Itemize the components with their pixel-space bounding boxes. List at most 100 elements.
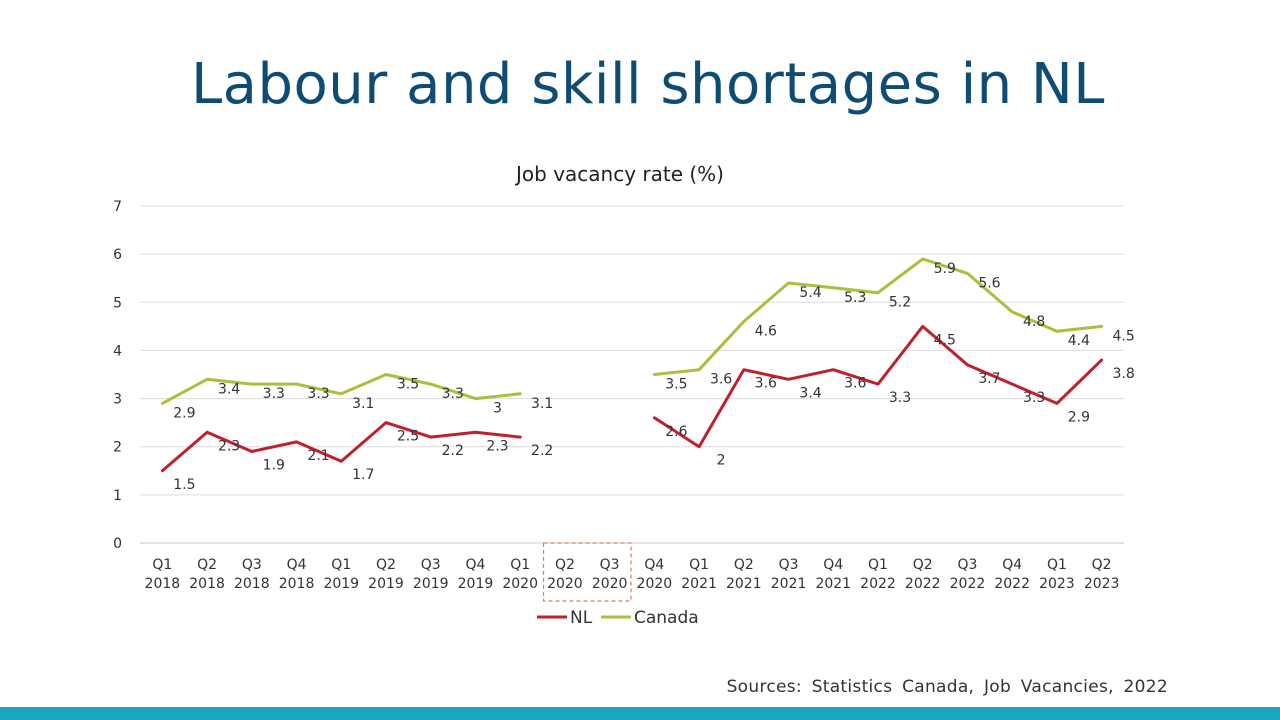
x-tick-label-year: 2022 xyxy=(860,576,896,592)
data-label-nl: 2.2 xyxy=(531,443,553,459)
data-label-canada: 3.5 xyxy=(397,377,419,393)
gridlines xyxy=(140,205,1124,544)
data-label-nl: 3.6 xyxy=(755,376,777,392)
x-tick-label-year: 2022 xyxy=(950,576,986,592)
data-label-nl: 3.4 xyxy=(799,385,821,401)
series-line-canada xyxy=(652,257,1104,376)
series-line-nl xyxy=(160,421,522,473)
gap-highlight xyxy=(542,542,632,602)
data-label-canada: 3.1 xyxy=(531,396,553,412)
data-label-nl: 1.5 xyxy=(173,477,195,493)
x-tick-label-year: 2022 xyxy=(994,576,1030,592)
bottom-accent-bar xyxy=(0,707,1280,720)
source-note: Sources: Statistics Canada, Job Vacancie… xyxy=(726,677,1168,697)
data-label-nl: 3.7 xyxy=(978,371,1000,387)
x-tick-label-year: 2021 xyxy=(681,576,717,592)
gap-highlight-box xyxy=(542,542,632,602)
y-tick-label: 2 xyxy=(113,440,122,456)
x-tick-label-quarter: Q3 xyxy=(957,557,977,573)
data-label-nl: 2.9 xyxy=(1068,409,1090,425)
x-tick-label-year: 2020 xyxy=(547,576,583,592)
y-tick-label: 6 xyxy=(113,247,122,263)
x-tick-label-year: 2019 xyxy=(368,576,404,592)
data-label-nl: 3.3 xyxy=(889,390,911,406)
x-tick-label-quarter: Q3 xyxy=(242,557,262,573)
x-tick-label-quarter: Q2 xyxy=(376,557,396,573)
x-tick-label-quarter: Q4 xyxy=(465,557,485,573)
legend: NL Canada xyxy=(537,608,699,628)
legend-label-nl: NL xyxy=(570,608,593,628)
data-label-canada: 3.4 xyxy=(218,381,240,397)
x-tick-label-year: 2020 xyxy=(637,576,673,592)
data-label-canada: 3.3 xyxy=(442,386,464,402)
legend-label-canada: Canada xyxy=(634,608,699,628)
x-tick-label-year: 2018 xyxy=(234,576,270,592)
data-label-nl: 1.9 xyxy=(263,458,285,474)
data-label-canada: 4.6 xyxy=(755,324,777,340)
data-label-canada: 4.5 xyxy=(1113,328,1135,344)
data-label-nl: 3.3 xyxy=(1023,390,1045,406)
x-tick-label-year: 2019 xyxy=(458,576,494,592)
x-tick-label-quarter: Q4 xyxy=(1002,557,1022,573)
data-label-canada: 5.6 xyxy=(978,275,1000,291)
data-label-canada: 4.4 xyxy=(1068,333,1090,349)
y-tick-label: 0 xyxy=(113,536,122,552)
x-tick-label-quarter: Q1 xyxy=(868,557,888,573)
x-tick-label-quarter: Q3 xyxy=(779,557,799,573)
data-label-nl: 2 xyxy=(717,453,726,469)
x-tick-label-quarter: Q2 xyxy=(555,557,575,573)
data-label-nl: 4.5 xyxy=(934,332,956,348)
x-tick-label-year: 2021 xyxy=(815,576,851,592)
x-tick-label-year: 2022 xyxy=(905,576,941,592)
data-label-nl: 2.5 xyxy=(397,429,419,445)
data-label-canada: 2.9 xyxy=(173,405,195,421)
series-line-nl xyxy=(652,324,1104,449)
y-axis-ticks: 0 1 2 3 4 5 6 7 xyxy=(113,199,122,552)
data-label-canada: 5.4 xyxy=(799,285,821,301)
x-tick-label-quarter: Q1 xyxy=(510,557,530,573)
x-tick-label-year: 2019 xyxy=(323,576,359,592)
data-label-nl: 2.6 xyxy=(665,424,687,440)
data-label-canada: 3.6 xyxy=(710,372,732,388)
y-tick-label: 5 xyxy=(113,295,122,311)
series-line-canada xyxy=(160,373,522,405)
x-tick-label-quarter: Q4 xyxy=(644,557,664,573)
data-label-canada: 5.9 xyxy=(934,261,956,277)
x-tick-label-year: 2023 xyxy=(1084,576,1120,592)
data-label-nl: 2.2 xyxy=(442,443,464,459)
x-tick-label-year: 2018 xyxy=(145,576,181,592)
y-tick-label: 7 xyxy=(113,199,122,215)
x-tick-label-quarter: Q2 xyxy=(734,557,754,573)
data-label-canada: 3.3 xyxy=(263,386,285,402)
y-tick-label: 1 xyxy=(113,488,122,504)
x-tick-label-year: 2018 xyxy=(279,576,315,592)
x-tick-label-quarter: Q1 xyxy=(1047,557,1067,573)
data-label-nl: 3.8 xyxy=(1113,366,1135,382)
x-tick-label-year: 2020 xyxy=(592,576,628,592)
y-tick-label: 3 xyxy=(113,392,122,408)
slide-title: Labour and skill shortages in NL xyxy=(190,52,1106,117)
y-tick-label: 4 xyxy=(113,343,122,359)
x-tick-label-quarter: Q4 xyxy=(287,557,307,573)
data-label-nl: 2.3 xyxy=(218,438,240,454)
x-tick-label-quarter: Q1 xyxy=(152,557,172,573)
data-label-nl: 1.7 xyxy=(352,467,374,483)
x-tick-label-quarter: Q3 xyxy=(421,557,441,573)
data-label-canada: 5.2 xyxy=(889,295,911,311)
data-label-canada: 3 xyxy=(493,401,502,417)
x-tick-label-quarter: Q2 xyxy=(1092,557,1112,573)
data-label-canada: 5.3 xyxy=(844,290,866,306)
x-tick-label-quarter: Q1 xyxy=(331,557,351,573)
x-tick-label-year: 2019 xyxy=(413,576,449,592)
x-tick-label-quarter: Q2 xyxy=(913,557,933,573)
x-tick-label-year: 2020 xyxy=(502,576,538,592)
x-tick-label-quarter: Q1 xyxy=(689,557,709,573)
data-label-canada: 3.5 xyxy=(665,377,687,393)
x-tick-label-year: 2018 xyxy=(189,576,225,592)
data-labels: 1.5 2.3 1.9 2.1 1.7 2.5 2.2 2.3 2.2 2.6 2 3.6 3.4 3.6… xyxy=(173,261,1135,493)
data-label-canada: 3.3 xyxy=(307,386,329,402)
x-tick-label-quarter: Q4 xyxy=(823,557,843,573)
x-axis-ticks: Q1 2018 Q2 2018 Q3 2018 Q4 2018 Q1 2019 Q2 2019 Q3 20… xyxy=(145,557,1120,592)
x-tick-label-quarter: Q2 xyxy=(197,557,217,573)
